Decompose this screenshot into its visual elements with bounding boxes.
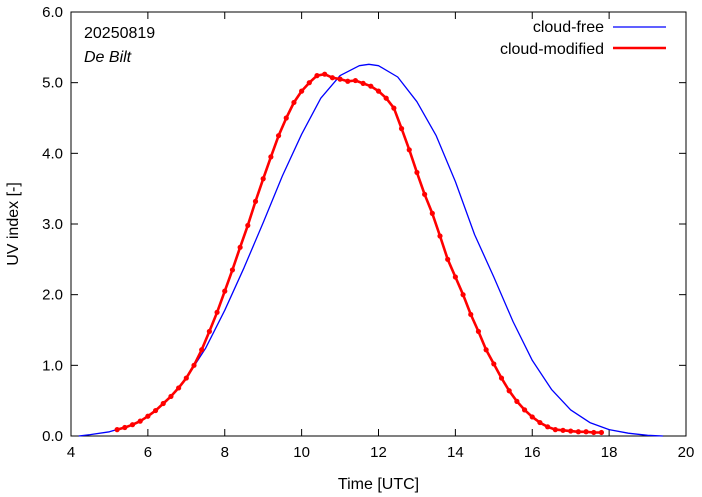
data-point-cloud-modified: [452, 274, 458, 280]
data-point-cloud-modified: [191, 362, 197, 368]
y-tick-label: 3.0: [42, 216, 63, 233]
data-point-cloud-modified: [422, 191, 428, 197]
x-tick-label: 10: [293, 444, 310, 461]
data-point-cloud-modified: [598, 429, 605, 436]
data-point-cloud-modified: [591, 429, 597, 436]
data-point-cloud-modified: [299, 88, 305, 94]
data-point-cloud-modified: [214, 309, 220, 315]
data-point-cloud-modified: [475, 328, 482, 335]
y-axis-title: UV index [-]: [5, 182, 22, 266]
data-point-cloud-modified: [152, 407, 159, 414]
data-point-cloud-modified: [129, 422, 136, 428]
x-tick-label: 16: [524, 444, 541, 461]
data-point-cloud-modified: [460, 292, 466, 298]
data-point-cloud-modified: [568, 428, 574, 434]
plot-frame: [70, 11, 687, 437]
data-point-cloud-modified: [137, 418, 143, 424]
x-axis-title: Time [UTC]: [338, 476, 419, 493]
data-point-cloud-modified: [368, 83, 374, 89]
data-point-cloud-modified: [537, 419, 543, 426]
y-tick-label: 6.0: [42, 4, 63, 21]
data-point-cloud-modified: [237, 244, 243, 250]
data-point-cloud-modified: [521, 407, 528, 413]
data-point-cloud-modified: [283, 115, 289, 121]
data-point-cloud-modified: [260, 176, 266, 182]
data-point-cloud-modified: [491, 361, 497, 367]
data-point-cloud-modified: [245, 222, 251, 229]
data-point-cloud-modified: [398, 126, 405, 132]
axis-ticks: 4 6 8 10 12 14 16 18 20 0.0 1.0 2.0 3.0 4.0 5.0 6.0: [42, 4, 694, 461]
x-tick-label: 18: [601, 444, 618, 461]
data-point-cloud-modified: [291, 99, 297, 106]
y-tick-label: 5.0: [42, 75, 63, 92]
plot-area: [70, 11, 687, 437]
data-point-cloud-modified: [268, 154, 274, 160]
data-point-cloud-modified: [337, 76, 343, 82]
legend-label-cloud-free: cloud-free: [533, 19, 604, 36]
y-tick-label: 0.0: [42, 428, 63, 445]
data-point-cloud-modified: [391, 105, 397, 111]
x-tick-label: 4: [67, 444, 75, 461]
data-point-cloud-modified: [514, 398, 520, 404]
data-point-cloud-modified: [498, 375, 505, 381]
series-line-cloud-free: [78, 63, 663, 437]
data-point-cloud-modified: [483, 347, 489, 353]
data-point-cloud-modified: [229, 267, 236, 273]
data-point-cloud-modified: [445, 256, 451, 262]
data-point-cloud-modified: [145, 413, 151, 419]
data-point-cloud-modified: [575, 429, 581, 435]
data-point-cloud-modified: [437, 233, 443, 239]
data-point-cloud-modified: [375, 88, 382, 94]
data-point-cloud-modified: [329, 75, 335, 81]
legend-label-cloud-modified: cloud-modified: [500, 41, 604, 58]
data-point-cloud-modified: [322, 71, 328, 77]
data-point-cloud-modified: [383, 95, 389, 101]
data-point-cloud-modified: [275, 133, 282, 139]
data-point-cloud-modified: [552, 427, 558, 433]
data-point-cloud-modified: [545, 424, 551, 430]
x-tick-label: 6: [144, 444, 152, 461]
data-point-cloud-modified: [160, 400, 166, 407]
location-annotation: De Bilt: [84, 49, 132, 66]
y-tick-label: 2.0: [42, 287, 63, 304]
legend: cloud-free cloud-modified: [500, 19, 666, 58]
data-point-cloud-modified: [468, 311, 474, 318]
series-layer: [78, 63, 663, 437]
data-point-cloud-modified: [583, 429, 589, 435]
data-point-cloud-modified: [352, 77, 359, 84]
data-point-cloud-modified: [414, 169, 420, 176]
x-tick-label: 14: [447, 444, 464, 461]
data-point-cloud-modified: [345, 78, 351, 84]
data-point-cloud-modified: [206, 328, 212, 335]
date-annotation: 20250819: [84, 25, 155, 42]
data-point-cloud-modified: [360, 80, 366, 86]
data-point-cloud-modified: [406, 147, 412, 153]
data-point-cloud-modified: [168, 393, 174, 400]
data-point-cloud-modified: [560, 427, 566, 433]
data-point-cloud-modified: [306, 80, 312, 86]
data-point-cloud-modified: [122, 424, 128, 431]
y-tick-label: 4.0: [42, 145, 63, 162]
series-line-cloud-modified: [116, 72, 602, 434]
data-point-cloud-modified: [199, 347, 205, 353]
x-tick-label: 20: [678, 444, 695, 461]
x-tick-label: 8: [221, 444, 229, 461]
data-point-cloud-modified: [529, 414, 535, 420]
y-tick-label: 1.0: [42, 357, 63, 374]
data-point-cloud-modified: [176, 385, 182, 391]
data-point-cloud-modified: [183, 375, 189, 381]
data-point-cloud-modified: [429, 210, 435, 216]
data-point-cloud-modified: [114, 427, 120, 433]
data-point-cloud-modified: [252, 198, 259, 204]
x-tick-label: 12: [370, 444, 387, 461]
data-point-cloud-modified: [506, 388, 512, 394]
data-point-cloud-modified: [314, 73, 320, 79]
data-point-cloud-modified: [222, 288, 228, 294]
